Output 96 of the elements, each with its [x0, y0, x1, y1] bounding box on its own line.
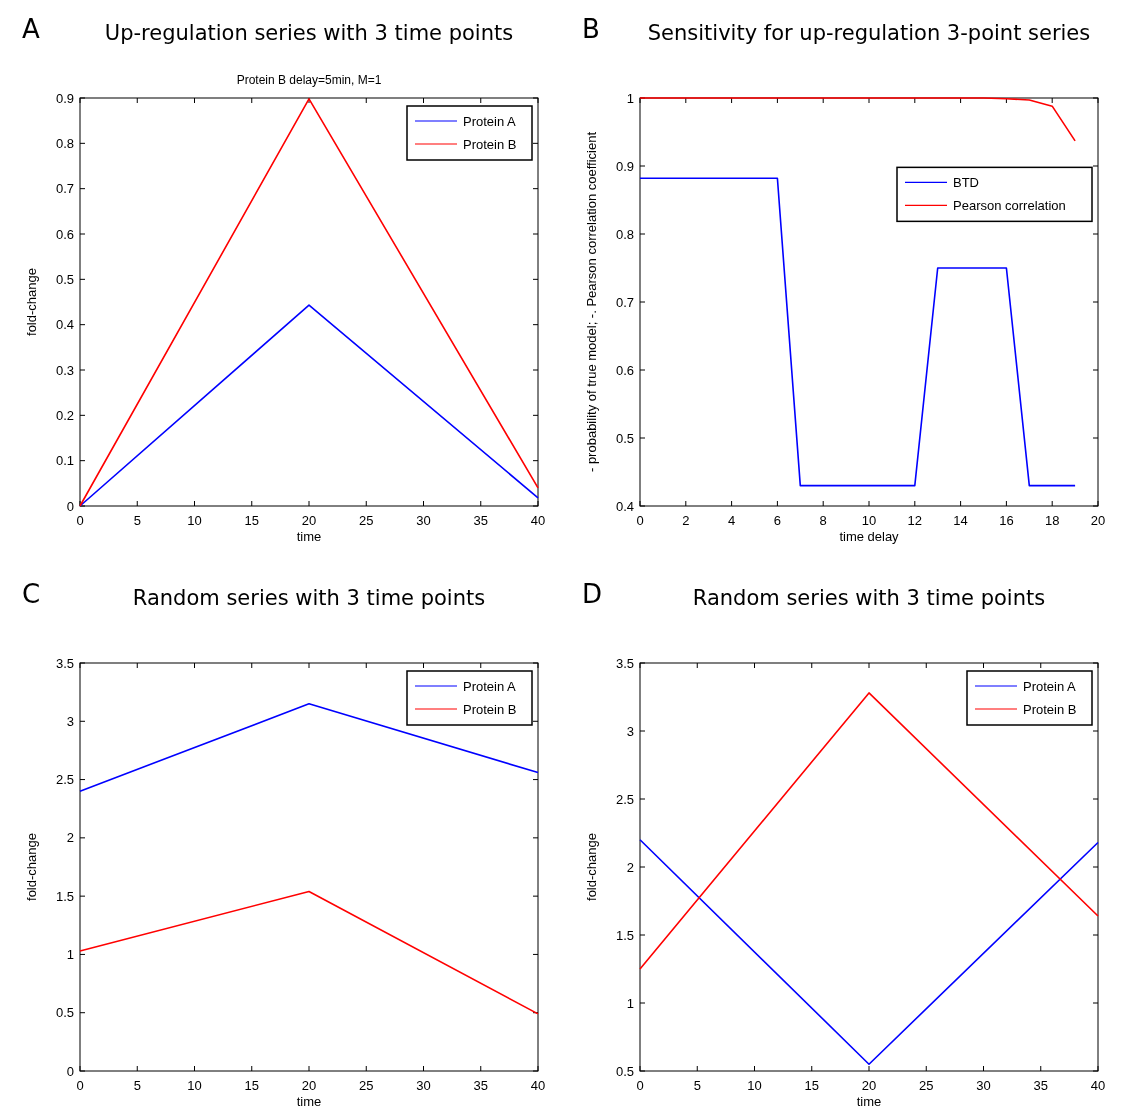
y-tick-label: 3: [66, 713, 74, 729]
x-tick-label: 40: [530, 1078, 546, 1093]
x-tick-label: 0: [636, 1078, 644, 1093]
x-tick-label: 25: [919, 1078, 934, 1093]
x-tick-label: 15: [244, 1078, 259, 1093]
text: C: [22, 579, 41, 609]
legend-label: Protein B: [463, 702, 517, 717]
chart-title: Up-regulation series with 3 time points: [104, 21, 514, 45]
y-tick-label: 0.2: [55, 407, 74, 423]
x-tick-label: 0: [76, 513, 84, 528]
x-tick-label: 0: [76, 1078, 84, 1093]
x-tick-label: 15: [804, 1078, 819, 1093]
x-axis-title: time: [856, 1094, 882, 1109]
text: B: [582, 14, 600, 44]
y-tick-label: 2: [626, 859, 634, 875]
x-tick-label: 35: [1033, 1078, 1048, 1093]
y-tick-label: 1: [626, 90, 634, 106]
y-tick-label: 0.6: [55, 226, 74, 242]
line-series: [639, 97, 1076, 142]
y-tick-label: 3: [626, 723, 634, 739]
y-tick-label: 0.5: [55, 271, 74, 287]
x-tick-label: 15: [244, 513, 259, 528]
y-tick-label: 0.9: [615, 158, 634, 174]
x-tick-label: 25: [359, 1078, 374, 1093]
x-tick-label: 5: [693, 1078, 701, 1093]
x-tick-label: 40: [1090, 1078, 1106, 1093]
y-tick-label: 3.5: [55, 655, 74, 671]
y-tick-label: 2.5: [615, 791, 634, 807]
legend-label: Protein B: [463, 137, 517, 152]
x-tick-label: 8: [819, 513, 827, 528]
chart-title: Random series with 3 time points: [692, 586, 1046, 610]
x-tick-label: 35: [473, 1078, 488, 1093]
y-tick-label: 0.6: [615, 362, 634, 378]
x-tick-label: 4: [727, 513, 736, 528]
legend-label: Pearson correlation: [953, 198, 1066, 214]
y-axis-title: - probability of true model; -. Pearson correlation coefficient: [584, 131, 599, 473]
y-tick-label: 0: [66, 1063, 74, 1079]
y-axis-title: fold-change: [24, 268, 39, 336]
x-tick-label: 20: [1090, 513, 1106, 528]
chart-title: Random series with 3 time points: [132, 586, 486, 610]
y-tick-label: 1.5: [615, 927, 634, 943]
y-axis-title: fold-change: [24, 833, 39, 901]
x-tick-label: 12: [907, 513, 923, 528]
x-tick-label: 30: [976, 1078, 991, 1093]
y-tick-label: 0.5: [615, 1063, 634, 1079]
chart-title: Sensitivity for up-regulation 3-point series: [647, 21, 1091, 45]
x-tick-label: 5: [133, 513, 141, 528]
x-tick-label: 30: [416, 513, 431, 528]
x-tick-label: 20: [861, 1078, 877, 1093]
x-tick-label: 2: [682, 513, 690, 528]
x-tick-label: 35: [473, 513, 488, 528]
x-tick-label: 18: [1044, 513, 1060, 528]
x-tick-label: 10: [747, 1078, 762, 1093]
x-tick-label: 6: [773, 513, 782, 528]
x-tick-label: 20: [301, 513, 317, 528]
text: A: [22, 14, 40, 44]
y-tick-label: 0.3: [55, 362, 74, 378]
y-tick-label: 0.9: [55, 90, 74, 106]
y-tick-label: 0.4: [615, 498, 634, 514]
x-tick-label: 10: [187, 1078, 202, 1093]
x-tick-label: 10: [861, 513, 877, 528]
legend-label: Protein A: [463, 114, 517, 129]
chart-subtitle: Protein B delay=5min, M=1: [236, 73, 382, 87]
y-tick-label: 0: [66, 498, 74, 514]
y-axis-title: fold-change: [584, 833, 599, 901]
x-axis-title: time delay: [839, 529, 900, 544]
legend-label: Protein A: [463, 679, 517, 694]
y-tick-label: 0.5: [55, 1005, 74, 1021]
y-tick-label: 1: [626, 995, 634, 1011]
x-axis-title: time: [296, 1094, 322, 1109]
y-tick-label: 0.8: [615, 226, 634, 242]
y-tick-label: 0.4: [55, 317, 74, 333]
y-tick-label: 2.5: [55, 772, 74, 788]
x-tick-label: 25: [359, 513, 374, 528]
y-tick-label: 0.7: [55, 181, 74, 197]
x-tick-label: 14: [953, 513, 968, 528]
legend-label: Protein A: [1023, 679, 1077, 694]
y-tick-label: 3.5: [615, 655, 634, 671]
x-axis-title: time: [296, 529, 322, 544]
legend-label: BTD: [953, 175, 979, 191]
y-tick-label: 0.7: [615, 294, 634, 310]
x-tick-label: 16: [999, 513, 1014, 528]
x-tick-label: 5: [133, 1078, 141, 1093]
y-tick-label: 0.5: [615, 430, 634, 446]
y-tick-label: 0.1: [55, 453, 74, 469]
x-tick-label: 40: [530, 513, 546, 528]
x-tick-label: 10: [187, 513, 202, 528]
y-tick-label: 1: [66, 946, 74, 962]
y-tick-label: 0.8: [55, 135, 74, 151]
x-tick-label: 30: [416, 1078, 431, 1093]
text: D: [582, 579, 603, 609]
x-tick-label: 20: [301, 1078, 317, 1093]
y-tick-label: 2: [66, 830, 74, 846]
y-tick-label: 1.5: [55, 888, 74, 904]
legend-label: Protein B: [1023, 702, 1077, 717]
x-tick-label: 0: [636, 513, 644, 528]
